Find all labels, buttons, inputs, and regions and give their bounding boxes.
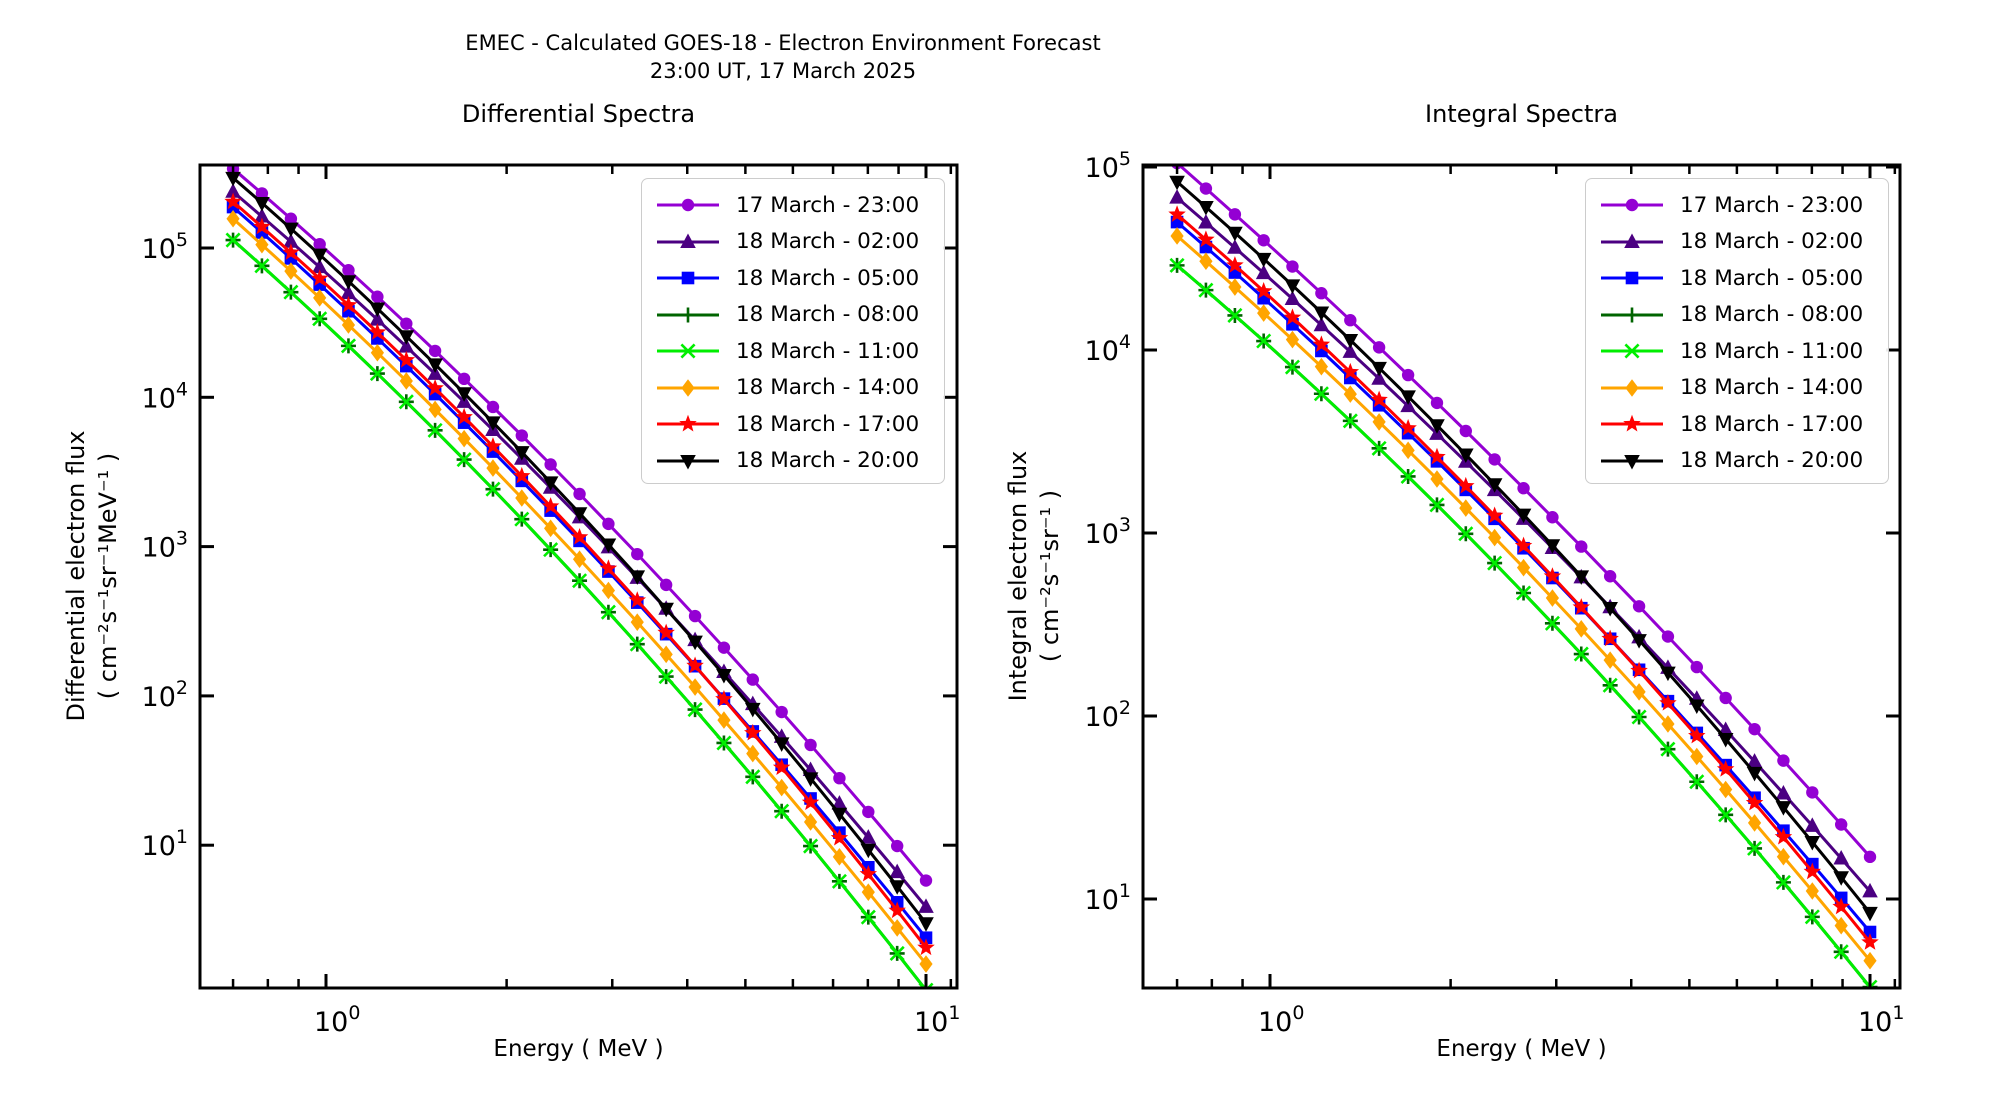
legend-item-18-march-14-00: 18 March - 14:00	[1600, 370, 1888, 407]
legend-marker-circle-icon	[1601, 199, 1663, 212]
right-y-axis-units: ( cm⁻²s⁻¹sr⁻¹ )	[1036, 489, 1064, 663]
svg-text:105: 105	[1085, 148, 1131, 184]
legend-marker-x-icon	[657, 343, 719, 359]
legend-label: 17 March - 23:00	[736, 192, 920, 218]
legend-item-18-march-05-00: 18 March - 05:00	[656, 260, 944, 297]
right-y-axis-label: Integral electron flux	[1004, 450, 1032, 702]
legend-item-18-march-20-00: 18 March - 20:00	[656, 443, 944, 480]
legend-item-18-march-05-00: 18 March - 05:00	[1600, 260, 1888, 297]
legend-marker-diamond-icon	[1601, 378, 1663, 397]
legend-item-18-march-02-00: 18 March - 02:00	[1600, 224, 1888, 261]
svg-text:101: 101	[1085, 880, 1131, 916]
legend-label: 18 March - 02:00	[1680, 229, 1864, 255]
svg-text:104: 104	[142, 378, 188, 414]
series-18-march-11-00-right	[1169, 257, 1878, 988]
svg-text:103: 103	[1085, 514, 1131, 550]
left-plot-title: Differential Spectra	[461, 100, 696, 128]
legend-marker-diamond-icon	[657, 378, 719, 397]
svg-text:102: 102	[1085, 697, 1131, 733]
right-plot-border	[1141, 163, 1902, 990]
legend-marker-triangle-down-icon	[1601, 454, 1663, 470]
svg-text:100: 100	[314, 1002, 360, 1038]
legend-item-18-march-17-00: 18 March - 17:00	[656, 406, 944, 443]
series-17-march-23-00-right	[1171, 165, 1877, 864]
right-plot-series	[1168, 165, 1879, 988]
left-y-axis-units: ( cm⁻²s⁻¹sr⁻¹MeV⁻¹ )	[94, 452, 122, 700]
series-18-march-11-00-left	[225, 232, 934, 988]
legend-item-17-march-23-00: 17 March - 23:00	[1600, 187, 1888, 224]
svg-text:105: 105	[142, 229, 188, 265]
legend-marker-circle-icon	[657, 199, 719, 212]
left-y-axis-label: Differential electron flux	[62, 430, 90, 722]
legend-marker-square-icon	[1601, 271, 1663, 285]
legend-item-17-march-23-00: 17 March - 23:00	[656, 187, 944, 224]
series-18-march-14-00-right	[1170, 227, 1877, 970]
legend-label: 18 March - 17:00	[736, 411, 920, 437]
left-plot-ticks	[200, 165, 957, 988]
legend-item-18-march-11-00: 18 March - 11:00	[656, 333, 944, 370]
legend-marker-star-icon	[1601, 415, 1663, 432]
legend-item-18-march-08-00: 18 March - 08:00	[656, 297, 944, 334]
left-x-axis-label: Energy ( MeV )	[493, 1036, 664, 1062]
figure-title-line2: 23:00 UT, 17 March 2025	[649, 59, 917, 83]
legend-label: 18 March - 14:00	[736, 375, 920, 401]
series-18-march-20-00-right	[1169, 175, 1878, 922]
legend-item-18-march-14-00: 18 March - 14:00	[656, 370, 944, 407]
right-plot-title: Integral Spectra	[1425, 100, 1618, 128]
left-plot-legend: 17 March - 23:00 18 March - 02:00 18 March…	[641, 178, 945, 484]
legend-marker-plus-icon	[657, 307, 719, 323]
legend-label: 18 March - 20:00	[1680, 448, 1864, 474]
legend-label: 18 March - 14:00	[1680, 375, 1864, 401]
series-18-march-17-00-left	[224, 192, 935, 956]
legend-label: 18 March - 11:00	[1680, 338, 1864, 364]
series-18-march-14-00-left	[226, 209, 933, 973]
legend-item-18-march-02-00: 18 March - 02:00	[656, 224, 944, 261]
legend-marker-star-icon	[657, 415, 719, 432]
legend-label: 18 March - 08:00	[1680, 302, 1864, 328]
right-plot-tick-labels: 105 104 103 102 101 100 101	[1085, 148, 1905, 1038]
svg-text:104: 104	[1085, 331, 1131, 367]
legend-marker-triangle-down-icon	[657, 454, 719, 470]
svg-text:101: 101	[142, 826, 188, 862]
legend-item-18-march-08-00: 18 March - 08:00	[1600, 297, 1888, 334]
legend-marker-plus-icon	[1601, 307, 1663, 323]
legend-label: 17 March - 23:00	[1680, 192, 1864, 218]
series-17-march-23-00-left	[226, 165, 933, 887]
legend-marker-triangle-up-icon	[1601, 233, 1663, 248]
right-x-axis-label: Energy ( MeV )	[1436, 1036, 1607, 1062]
svg-text:100: 100	[1258, 1002, 1304, 1038]
left-plot-tick-labels: 105 104 103 102 101 100 101	[142, 229, 961, 1038]
figure-title-line1: EMEC - Calculated GOES-18 - Electron Env…	[465, 31, 1101, 55]
svg-text:102: 102	[142, 677, 188, 713]
series-18-march-20-00-left	[225, 171, 934, 932]
svg-text:101: 101	[914, 1002, 960, 1038]
legend-label: 18 March - 17:00	[1680, 411, 1864, 437]
legend-label: 18 March - 11:00	[736, 338, 920, 364]
legend-label: 18 March - 08:00	[736, 302, 920, 328]
legend-item-18-march-11-00: 18 March - 11:00	[1600, 333, 1888, 370]
svg-text:101: 101	[1858, 1002, 1904, 1038]
series-18-march-17-00-right	[1168, 205, 1879, 950]
left-plot-series	[224, 165, 935, 988]
legend-marker-square-icon	[657, 271, 719, 285]
svg-text:103: 103	[142, 528, 188, 564]
right-plot-legend: 17 March - 23:00 18 March - 02:00 18 March…	[1585, 178, 1889, 484]
legend-label: 18 March - 02:00	[736, 229, 920, 255]
legend-item-18-march-20-00: 18 March - 20:00	[1600, 443, 1888, 480]
legend-marker-triangle-up-icon	[657, 233, 719, 248]
legend-label: 18 March - 20:00	[736, 448, 920, 474]
legend-label: 18 March - 05:00	[736, 265, 920, 291]
legend-label: 18 March - 05:00	[1680, 265, 1864, 291]
legend-marker-x-icon	[1601, 343, 1663, 359]
left-plot-border	[198, 163, 959, 990]
legend-item-18-march-17-00: 18 March - 17:00	[1600, 406, 1888, 443]
right-plot-ticks	[1143, 165, 1900, 988]
